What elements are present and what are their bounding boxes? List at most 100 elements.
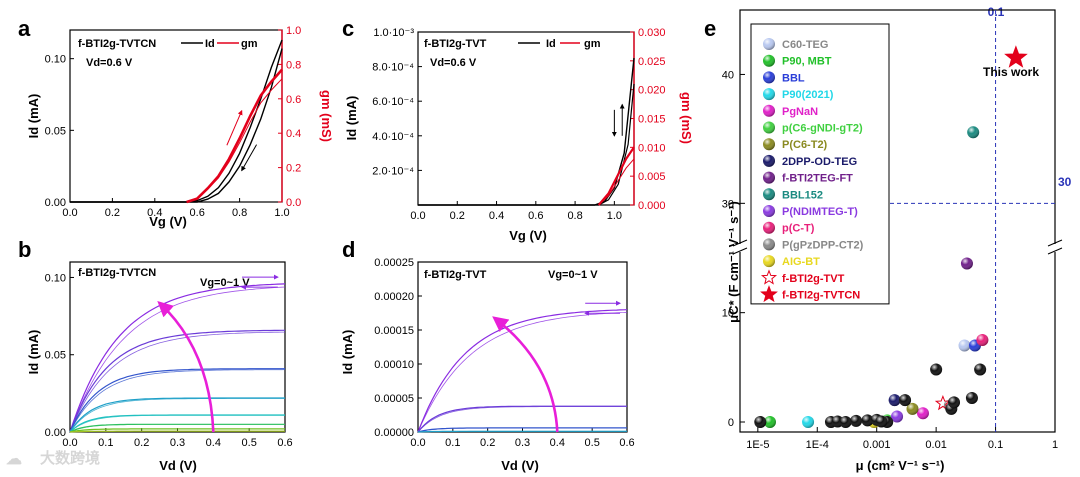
data-point-shade xyxy=(888,394,901,407)
data-point-shade xyxy=(899,394,912,407)
legend-marker-shade xyxy=(763,138,775,151)
legend-marker-shade xyxy=(763,171,775,184)
data-point-shade xyxy=(976,334,989,346)
x-tick-label: 0.0 xyxy=(410,437,425,449)
x-tick-label: 0.1 xyxy=(98,437,113,449)
panel-c-y2label: gm (mS) xyxy=(679,92,694,144)
panel-e-highlight-label: This work xyxy=(983,65,1039,79)
x-tick-label: 0.1 xyxy=(988,439,1003,451)
data-point-shade xyxy=(906,402,919,415)
panel-d-xlabel: Vd (V) xyxy=(501,458,539,473)
output-curve-reverse xyxy=(69,428,285,433)
data-point-shade xyxy=(948,396,961,409)
y2-tick-label: 0.2 xyxy=(286,163,301,175)
x-tick-label: 0.3 xyxy=(170,437,185,449)
data-point-shade xyxy=(974,363,987,376)
x-tick-label: 0.001 xyxy=(863,439,891,451)
x-tick-label: 0.6 xyxy=(277,437,292,449)
legend-marker-shade xyxy=(763,38,775,50)
x-tick-label: 1E-5 xyxy=(746,439,769,451)
panel-a-gm-arrow xyxy=(226,109,243,146)
legend-label: p(C-T) xyxy=(782,223,815,235)
y-tick-label: 6.0·10⁻⁴ xyxy=(372,96,414,108)
panel-c-legend-gm: gm xyxy=(584,38,601,50)
data-point-shade xyxy=(960,257,973,270)
panel-b-ylabel: Id (mA) xyxy=(26,330,41,375)
y2-tick-label: 0.025 xyxy=(638,56,666,68)
legend-marker-shade xyxy=(763,154,775,167)
panel-c-id-forward xyxy=(418,57,635,206)
y2-tick-label: 0.020 xyxy=(638,85,666,97)
x-tick-label: 0.2 xyxy=(105,207,120,219)
x-tick-label: 0.2 xyxy=(450,210,465,222)
panel-a-id-reverse xyxy=(70,48,283,203)
panel-b-condition: Vg=0~1 V xyxy=(200,277,250,289)
y2-tick-label: 0.010 xyxy=(638,142,666,154)
y2-tick-label: 0.0 xyxy=(286,197,301,209)
vg-increase-arrow xyxy=(492,316,559,433)
output-curve-reverse xyxy=(417,406,627,433)
legend-marker-shade xyxy=(763,104,775,117)
data-point-star-open xyxy=(934,395,951,411)
y-tick-label: 0.00 xyxy=(45,197,66,209)
y-tick-label: 0.10 xyxy=(45,272,66,284)
y-tick-label: 40 xyxy=(722,69,734,81)
x-tick-label: 0.4 xyxy=(147,207,162,219)
data-point-shade xyxy=(916,407,929,420)
panel-label-b: b xyxy=(18,237,31,262)
output-curve-reverse xyxy=(417,427,627,433)
panel-a-legend-id: Id xyxy=(205,38,215,50)
legend-marker-shade xyxy=(763,205,775,217)
legend-label: BBL xyxy=(782,72,805,84)
legend-marker-shade xyxy=(763,71,775,84)
output-curve-reverse xyxy=(69,286,286,433)
watermark-text: 大数跨境 xyxy=(40,449,100,467)
panel-a-ylabel: Id (mA) xyxy=(26,94,41,139)
data-point-shade xyxy=(875,415,888,428)
panel-a-legend-gm: gm xyxy=(241,38,258,50)
panel-e-break-gap-right xyxy=(1049,244,1061,252)
panel-e-ref-x-label: 0.1 xyxy=(988,5,1005,19)
output-curve-reverse xyxy=(417,430,627,433)
panel-c-sample: f-BTI2g-TVT xyxy=(424,38,487,50)
panel-c-gm-reverse xyxy=(598,158,635,206)
legend-label: C60-TEG xyxy=(782,39,828,51)
output-curve xyxy=(417,309,628,433)
y-tick-label: 0.00005 xyxy=(374,393,414,405)
y-tick-label: 0.05 xyxy=(45,125,66,137)
output-curve-reverse xyxy=(69,423,285,433)
x-tick-label: 0.2 xyxy=(480,437,495,449)
panel-c-legend-id: Id xyxy=(546,38,556,50)
panel-e-break-mark xyxy=(732,239,748,247)
output-curve-reverse xyxy=(417,311,628,433)
panel-d-condition: Vg=0~1 V xyxy=(548,269,598,281)
output-curve-reverse xyxy=(69,414,285,433)
output-curve-reverse xyxy=(69,369,286,433)
x-tick-label: 0.0 xyxy=(410,210,425,222)
legend-marker-star xyxy=(760,285,778,303)
panel-e-ylabel: μC* (F cm⁻¹ V⁻¹ s⁻¹) xyxy=(726,201,741,323)
legend-label: p(C6-gNDI-gT2) xyxy=(782,123,863,135)
panel-d: f-BTI2g-TVT Vg=0~1 V Vd (V) Id (mA) 0.0 0… xyxy=(340,257,635,473)
y2-tick-label: 0.015 xyxy=(638,114,666,126)
x-tick-label: 0.2 xyxy=(134,437,149,449)
x-tick-label: 0.4 xyxy=(550,437,565,449)
output-curve xyxy=(69,368,285,433)
panel-d-sample: f-BTI2g-TVT xyxy=(424,269,487,281)
panel-b-sample: f-BTI2g-TVTCN xyxy=(78,267,156,279)
output-curve xyxy=(69,283,286,433)
x-tick-label: 1 xyxy=(1052,439,1058,451)
panel-a-y2label: gm (mS) xyxy=(319,90,334,142)
panel-e: μ (cm² V⁻¹ s⁻¹) μC* (F cm⁻¹ V⁻¹ s⁻¹) 0.1… xyxy=(722,5,1072,473)
y2-tick-label: 1.0 xyxy=(286,25,301,37)
x-tick-label: 0.0 xyxy=(62,437,77,449)
x-tick-label: 0.6 xyxy=(190,207,205,219)
watermark-logo-icon: ☁ xyxy=(6,451,22,468)
x-tick-label: 0.8 xyxy=(232,207,247,219)
panel-a-gm xyxy=(186,68,283,204)
legend-label: AIG-BT xyxy=(782,256,820,268)
panel-a-xlabel: Vg (V) xyxy=(149,214,187,229)
data-point-shade xyxy=(850,414,863,427)
panel-c-ylabel: Id (mA) xyxy=(344,96,359,141)
